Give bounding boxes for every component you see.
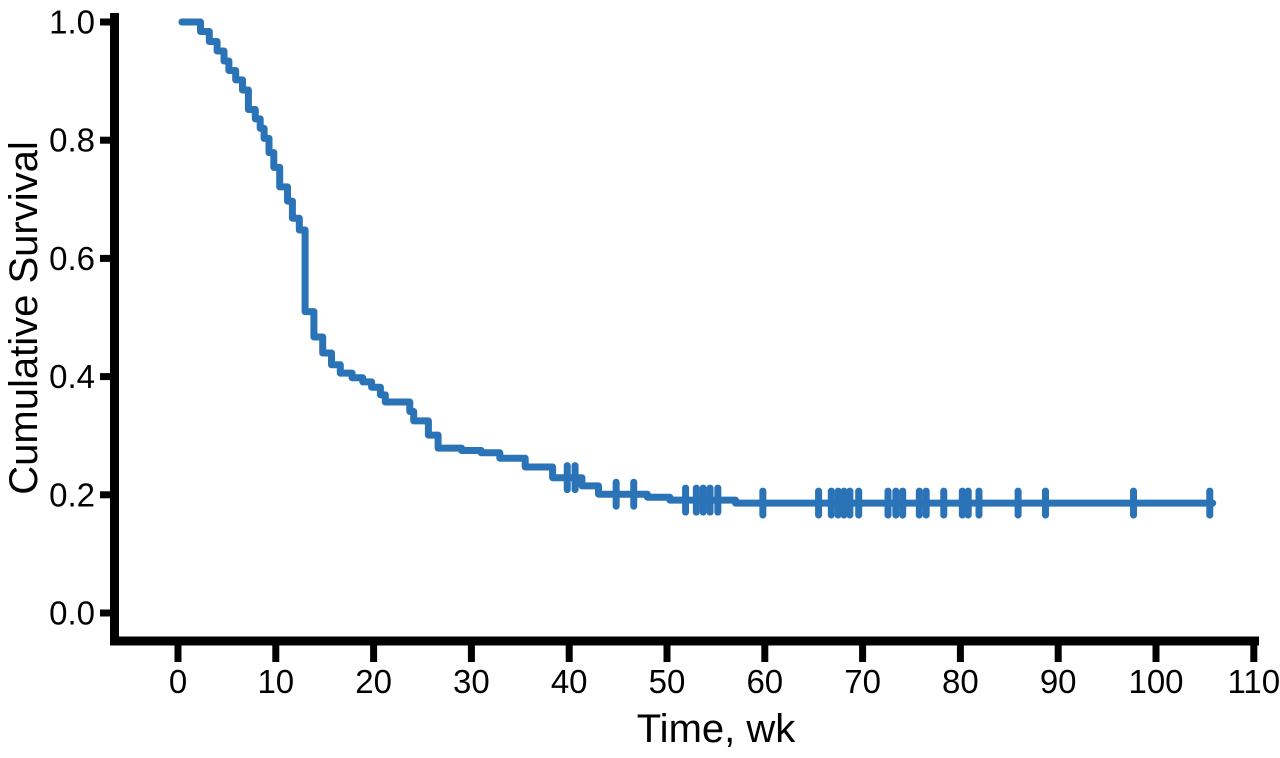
x-tick-label: 30 [453,663,490,700]
y-tick-label: 0.2 [49,476,95,513]
y-tick-label: 1.0 [49,4,95,41]
x-tick-label: 60 [746,663,783,700]
x-tick-label: 10 [257,663,294,700]
survival-curve [178,18,1217,507]
x-tick-label: 110 [1227,663,1280,700]
censor-marks [563,462,1214,519]
y-tick-label: 0.0 [49,595,95,632]
x-tick-label: 0 [169,663,187,700]
y-tick-label: 0.6 [49,240,95,277]
x-tick-label: 80 [942,663,979,700]
y-tick-label: 0.4 [49,358,95,395]
axes [100,13,1259,662]
x-tick-label: 100 [1128,663,1183,700]
survival-step-path [178,18,1217,507]
x-tick-label: 50 [649,663,686,700]
tick-labels: 0.0 0.2 0.4 0.6 0.8 1.0 0 10 20 30 40 50 60 70 80 90 100… [49,4,1280,701]
x-tick-label: 70 [844,663,881,700]
y-axis-title: Cumulative Survival [2,141,46,494]
x-tick-label: 40 [551,663,588,700]
x-axis-title: Time, wk [637,707,797,751]
x-tick-label: 90 [1040,663,1077,700]
y-tick-label: 0.8 [49,122,95,159]
x-tick-label: 20 [355,663,392,700]
